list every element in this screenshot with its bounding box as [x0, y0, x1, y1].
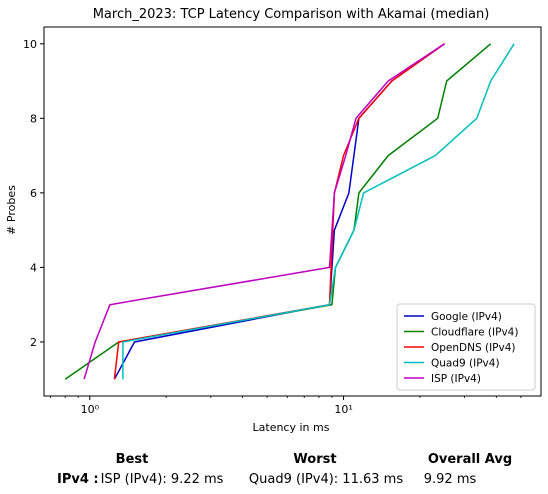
x-tick-label-0: 10⁰: [81, 403, 100, 416]
series-line-4: [83, 43, 445, 380]
y-tick-label-3: 8: [30, 112, 37, 125]
y-tick-label-4: 10: [23, 38, 37, 51]
summary-overall-value: 9.92 ms: [423, 472, 477, 487]
summary-row-ipv4: IPv4 : ISP (IPv4): 9.22 ms Quad9 (IPv4):…: [0, 472, 548, 492]
series-line-3: [122, 43, 515, 380]
x-axis-label: Latency in ms: [253, 421, 330, 434]
y-tick-label-1: 4: [30, 261, 37, 274]
x-tick-label-1: 10¹: [334, 403, 352, 416]
legend-box: [396, 303, 536, 391]
summary-row-label: IPv4 :: [57, 472, 99, 487]
y-tick-label-0: 2: [30, 336, 37, 349]
legend-label-2: OpenDNS (IPv4): [431, 342, 516, 354]
summary-header-row: Best Worst Overall Avg: [0, 452, 548, 472]
chart-title: March_2023: TCP Latency Comparison with …: [93, 7, 490, 22]
plot-frame: [43, 26, 542, 397]
summary-best-value: ISP (IPv4): 9.22 ms: [100, 472, 224, 487]
legend: Google (IPv4) Cloudflare (IPv4) OpenDNS (I…: [396, 303, 536, 391]
series-line-2: [113, 43, 445, 380]
legend-label-1: Cloudflare (IPv4): [431, 327, 518, 339]
summary-header-best: Best: [115, 452, 149, 467]
summary-header-worst: Worst: [293, 452, 337, 467]
legend-label-0: Google (IPv4): [431, 311, 502, 323]
latency-chart: March_2023: TCP Latency Comparison with …: [5, 7, 542, 434]
series-line-0: [113, 43, 445, 380]
y-axis-label: # Probes: [5, 185, 18, 235]
y-tick-label-2: 6: [30, 187, 37, 200]
summary-header-overall: Overall Avg: [427, 452, 513, 467]
summary-worst-value: Quad9 (IPv4): 11.63 ms: [248, 472, 404, 487]
legend-label-4: ISP (IPv4): [431, 373, 481, 385]
legend-label-3: Quad9 (IPv4): [431, 358, 500, 370]
